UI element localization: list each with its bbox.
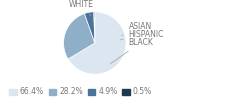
Legend: 66.4%, 28.2%, 4.9%, 0.5%: 66.4%, 28.2%, 4.9%, 0.5% [6, 84, 155, 100]
Text: HISPANIC: HISPANIC [120, 30, 164, 40]
Wedge shape [64, 14, 95, 59]
Text: BLACK: BLACK [110, 38, 153, 64]
Text: WHITE: WHITE [69, 0, 94, 15]
Wedge shape [68, 12, 126, 74]
Text: ASIAN: ASIAN [122, 22, 152, 36]
Wedge shape [84, 12, 95, 43]
Wedge shape [94, 12, 95, 43]
